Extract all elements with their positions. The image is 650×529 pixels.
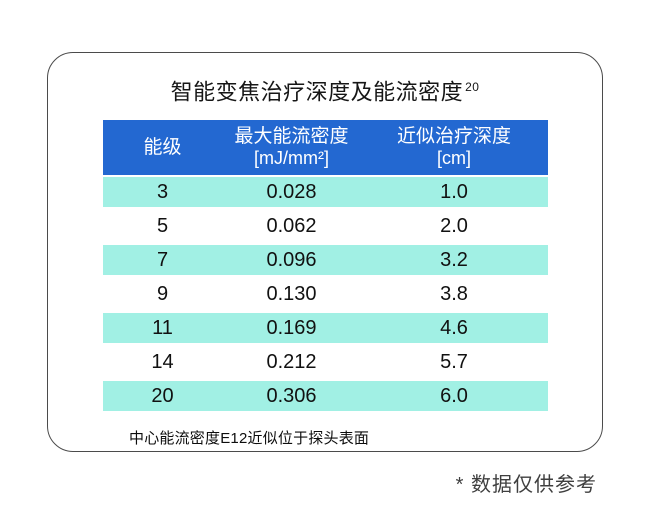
header-energy-level: 能级 [102,120,223,176]
table-footnote: 中心能流密度E12近似位于探头表面 [129,430,370,448]
cell-energy-level: 7 [102,243,223,278]
cell-max-fluence: 0.096 [222,243,361,278]
data-table: 能级 最大能流密度 [mJ/mm²] 近似治疗深度 [cm] 3 0.028 1.0 5 0… [102,120,548,414]
cell-max-fluence: 0.130 [222,277,361,312]
table-row: 11 0.169 4.6 [102,311,548,346]
table-row: 9 0.130 3.8 [102,277,548,312]
cell-treatment-depth: 2.0 [360,209,548,244]
table-row: 20 0.306 6.0 [102,379,548,414]
cell-max-fluence: 0.028 [222,175,361,210]
cell-energy-level: 14 [102,345,223,380]
cell-treatment-depth: 3.2 [360,243,548,278]
table-card: 智能变焦治疗深度及能流密度 20 能级 最大能流密度 [mJ/mm²] 近似治疗深度… [47,52,603,452]
cell-energy-level: 5 [102,209,223,244]
header-treatment-depth-label: 近似治疗深度 [396,126,511,148]
page-title: 智能变焦治疗深度及能流密度 20 [48,73,602,106]
cell-max-fluence: 0.212 [222,345,361,380]
table-row: 14 0.212 5.7 [102,345,548,380]
cell-energy-level: 11 [102,311,223,346]
table-header-row: 能级 最大能流密度 [mJ/mm²] 近似治疗深度 [cm] [102,120,548,176]
cell-max-fluence: 0.169 [222,311,361,346]
header-treatment-depth: 近似治疗深度 [cm] [360,120,548,176]
cell-treatment-depth: 1.0 [360,175,548,210]
cell-treatment-depth: 6.0 [360,379,548,414]
page-title-text: 智能变焦治疗深度及能流密度 [170,79,464,105]
table-row: 7 0.096 3.2 [102,243,548,278]
cell-max-fluence: 0.306 [222,379,361,414]
cell-energy-level: 9 [102,277,223,312]
cell-treatment-depth: 5.7 [360,345,548,380]
header-max-fluence-unit: [mJ/mm²] [254,148,329,169]
table-body: 3 0.028 1.0 5 0.062 2.0 7 0.096 3.2 9 0.130 3.8 11 0.… [102,175,548,414]
table-row: 3 0.028 1.0 [102,175,548,210]
header-energy-level-label: 能级 [143,136,182,158]
cell-treatment-depth: 3.8 [360,277,548,312]
title-superscript: 20 [465,80,480,94]
header-max-fluence-label: 最大能流密度 [234,126,349,148]
cell-energy-level: 20 [102,379,223,414]
cell-energy-level: 3 [102,175,223,210]
cell-treatment-depth: 4.6 [360,311,548,346]
cell-max-fluence: 0.062 [222,209,361,244]
table-row: 5 0.062 2.0 [102,209,548,244]
disclaimer-text: * 数据仅供参考 [455,474,597,496]
header-treatment-depth-unit: [cm] [437,148,471,169]
header-max-fluence: 最大能流密度 [mJ/mm²] [222,120,361,176]
table-header: 能级 最大能流密度 [mJ/mm²] 近似治疗深度 [cm] [102,120,548,176]
